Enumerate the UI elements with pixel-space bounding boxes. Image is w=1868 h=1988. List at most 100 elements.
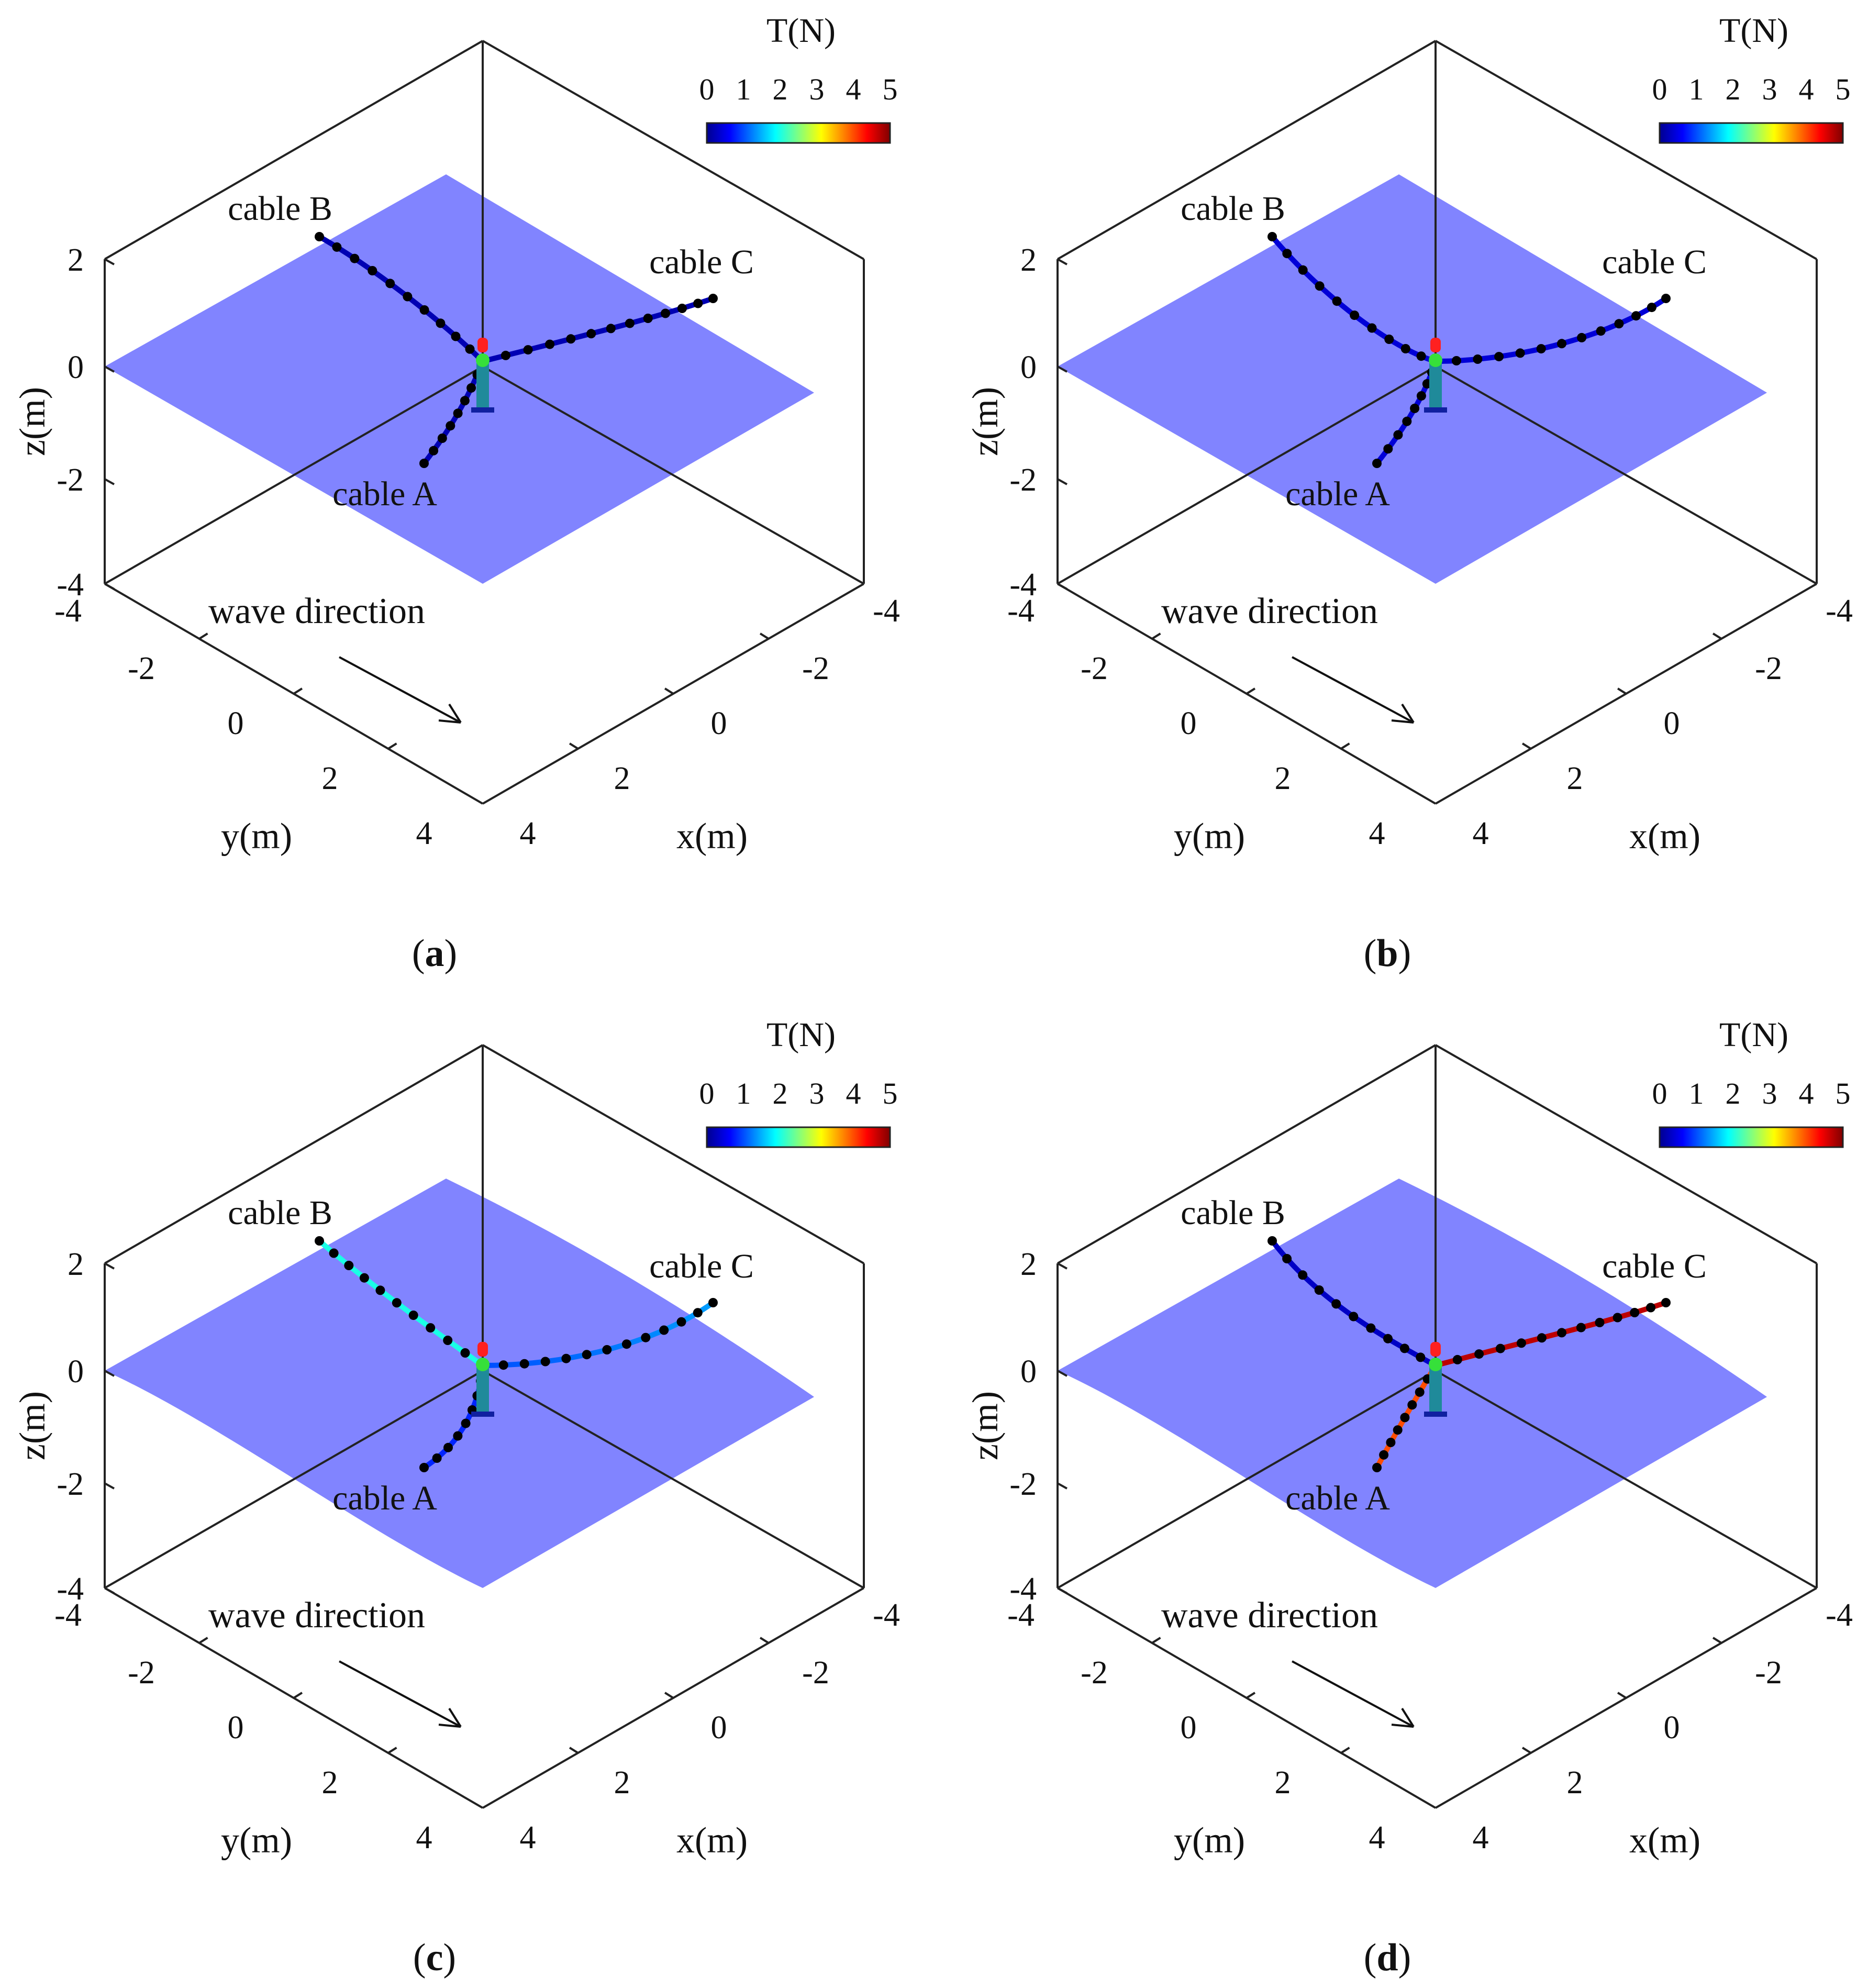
axis-box-edge (482, 365, 864, 585)
caption-close: ) (1398, 932, 1411, 975)
colorbar (706, 122, 891, 144)
cable-c-node (1515, 348, 1525, 358)
colorbar (1659, 122, 1844, 144)
y-tick-label: -4 (54, 1597, 82, 1633)
axis-box-edge (482, 40, 864, 260)
wave-direction-label: wave direction (208, 591, 425, 631)
y-tick-label: 0 (228, 1710, 244, 1746)
cable-c-node (1646, 1303, 1655, 1313)
cable-c-node (693, 1308, 703, 1318)
axis-box-edge (104, 1370, 483, 1589)
z-tick-mark (104, 478, 115, 485)
cable-c-node (545, 339, 555, 349)
z-tick-label: 0 (1020, 350, 1037, 385)
cable-b-node (1400, 344, 1410, 353)
colorbar-tick-label: 5 (1836, 1076, 1851, 1110)
colorbar-tick-label: 3 (1762, 72, 1777, 106)
cable-a-node (461, 1418, 471, 1428)
cable-c-node (606, 324, 616, 334)
buoy-top (477, 1342, 488, 1357)
y-tick-label: -4 (1007, 593, 1035, 629)
y-tick-mark (1151, 632, 1161, 640)
buoy-base (471, 1412, 494, 1417)
x-tick-label: 2 (1567, 1765, 1583, 1801)
cable-a-node (460, 396, 470, 406)
cable-b-node (368, 266, 377, 275)
axis-box-edge (104, 40, 484, 260)
y-tick-label: 4 (1369, 816, 1385, 851)
z-tick-mark (1057, 1370, 1068, 1377)
z-tick-mark (104, 1482, 115, 1490)
cable-c-node (519, 1359, 529, 1369)
cable-c-node (1473, 354, 1483, 364)
x-tick-label: -4 (873, 593, 900, 629)
colorbar-tick-label: 1 (1689, 72, 1704, 106)
z-tick-label: -4 (1009, 1571, 1037, 1607)
colorbar-title: T(N) (766, 1016, 836, 1054)
x-tick-label: 0 (711, 1710, 727, 1746)
cable-a-label: cable A (332, 475, 437, 513)
z-tick-mark (1057, 478, 1068, 485)
cable-b-node (1366, 1323, 1376, 1333)
cable-c-node (1557, 339, 1566, 349)
colorbar (706, 1126, 891, 1148)
x-tick-mark (1617, 1692, 1627, 1699)
cable-b-node (1416, 1352, 1426, 1362)
cable-a-node (1416, 391, 1426, 401)
wave-direction-label: wave direction (1161, 591, 1378, 631)
y-axis-label: y(m) (1174, 1820, 1245, 1861)
cable-c-label: cable C (1602, 1247, 1707, 1285)
colorbar-tick-label: 2 (1726, 72, 1741, 106)
cable-c-node (1516, 1338, 1526, 1348)
buoy-joint (476, 353, 490, 367)
x-tick-label: 4 (520, 816, 536, 851)
cable-a-node (1393, 1425, 1403, 1435)
cable-b-node (315, 232, 324, 241)
cable-c-node (621, 1339, 631, 1349)
y-tick-mark (198, 632, 208, 640)
cable-b-node (332, 242, 342, 252)
x-tick-label: 4 (1473, 1820, 1489, 1856)
cable-a-node (1402, 416, 1412, 426)
x-tick-mark (1521, 1747, 1532, 1754)
cable-b-node (403, 292, 413, 302)
cable-b-node (344, 1261, 354, 1270)
y-tick-mark (1246, 687, 1256, 695)
axis-box-edge (482, 1370, 864, 1589)
cable-c-node (1614, 319, 1624, 329)
wave-direction-arrow (1292, 656, 1414, 724)
caption-letter: d (1376, 1936, 1398, 1979)
cable-b-node (385, 279, 395, 288)
z-tick-label: -4 (1009, 567, 1037, 603)
x-tick-mark (664, 687, 674, 695)
buoy-joint (1429, 353, 1442, 367)
cable-b-node (408, 1310, 418, 1320)
colorbar-tick-label: 1 (736, 1076, 751, 1110)
y-tick-label: 2 (1275, 1765, 1291, 1801)
y-tick-label: 2 (322, 1765, 338, 1801)
cable-a-node (453, 1431, 463, 1441)
wave-direction-arrow (339, 656, 461, 724)
buoy-base (471, 407, 494, 413)
cable-b-node (1367, 323, 1377, 333)
cable-c-node (566, 334, 576, 344)
cable-c-node (540, 1357, 550, 1367)
cable-b-node (315, 1236, 324, 1246)
z-axis-label: z(m) (965, 1391, 1006, 1460)
cable-a-node (466, 383, 476, 393)
cable-a-node (419, 459, 429, 468)
x-tick-label: 2 (1567, 761, 1583, 796)
cable-c-node (1474, 1349, 1484, 1359)
wave-direction-arrowhead (1391, 703, 1415, 724)
cable-c-label: cable C (649, 1247, 754, 1285)
cable-a-node (1383, 444, 1393, 454)
cable-b-label: cable B (1181, 190, 1285, 228)
x-tick-label: 0 (711, 706, 727, 741)
cable-b-node (460, 1348, 470, 1358)
axis-box-edge (1057, 1044, 1437, 1264)
z-tick-label: 2 (1020, 1247, 1037, 1282)
y-tick-label: 4 (416, 1820, 432, 1856)
colorbar-tick-label: 1 (1689, 1076, 1704, 1110)
cable-c-node (1613, 1313, 1622, 1323)
